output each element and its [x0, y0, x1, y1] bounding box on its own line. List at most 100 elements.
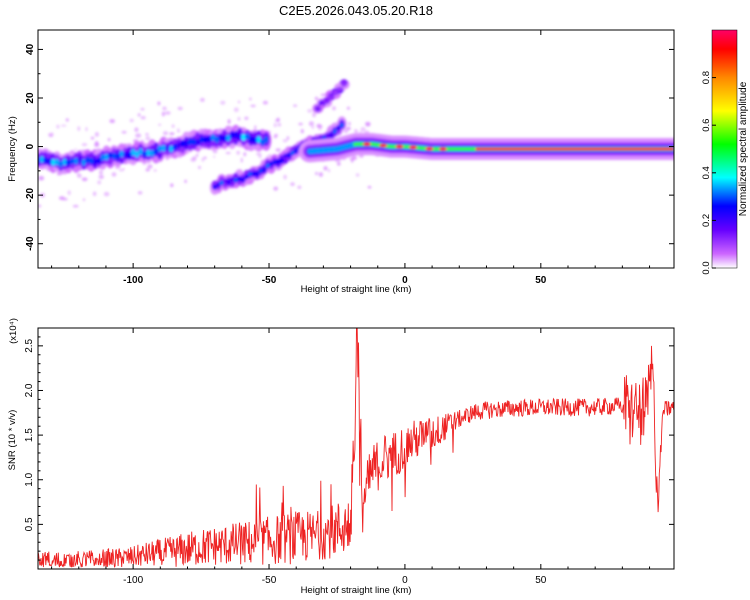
speckle-dot [244, 116, 249, 121]
speckle-dot [314, 171, 319, 176]
spectrogram-main-trace [38, 124, 272, 175]
trace-core [230, 176, 235, 182]
trace-core [279, 158, 284, 164]
trace-core [111, 152, 117, 160]
speckle-dot [145, 136, 151, 141]
trace-core [226, 179, 231, 185]
trace-core [39, 155, 44, 164]
trace-core [237, 132, 242, 141]
speckle-dot [316, 123, 322, 128]
snr-frame [37, 327, 675, 570]
speckle-dot [158, 123, 162, 126]
speckle-dot [142, 162, 147, 166]
speckle-dot [213, 155, 216, 158]
speckle-dot [134, 127, 139, 132]
speckle-dot [92, 191, 97, 197]
trace-core [265, 163, 270, 169]
trace-core [51, 158, 56, 166]
speckle-dot [129, 118, 134, 123]
x-tick-label: -50 [262, 575, 277, 586]
colorbar-tick-label: 0.0 [701, 261, 712, 274]
speckle-dot [308, 121, 314, 127]
trace-core [92, 158, 98, 166]
trace-core [123, 151, 128, 159]
speckle-dot [197, 151, 200, 154]
speckle-dot [240, 157, 243, 163]
speckle-dot [77, 126, 81, 131]
trace-core [119, 150, 124, 158]
speckle-dot [273, 123, 277, 128]
trace-core [212, 184, 217, 190]
trace-core [188, 138, 193, 146]
speckle-dot [81, 143, 88, 147]
snr-panel: -100 -50 0 50 0.5 1.0 1.5 2.0 2.5 (x10⁴) Height… [7, 318, 675, 596]
speckle-dot [157, 101, 161, 106]
snr-x-axis: -100 -50 0 50 [51, 328, 651, 586]
trace-core [165, 144, 170, 152]
trace-core [290, 150, 295, 156]
speckle-dot [97, 180, 102, 185]
trace-core [237, 176, 242, 182]
speckle-dot [162, 131, 169, 136]
trace-core [252, 136, 258, 144]
trace-core [258, 168, 263, 174]
trace-core [108, 151, 113, 159]
trace-core [233, 177, 238, 183]
speckle-dot [273, 186, 279, 191]
trace-core [214, 136, 219, 144]
colorbar-tick-label: 0.2 [701, 214, 712, 227]
spectrogram-frame [37, 29, 675, 269]
trace-core [207, 135, 212, 143]
trace-core [241, 133, 246, 141]
snr-y-axis: 0.5 1.0 1.5 2.0 2.5 [24, 336, 674, 561]
speckle-dot [147, 164, 153, 168]
trace-core [195, 138, 200, 146]
speckle-dot [103, 191, 110, 197]
speckle-dot [238, 100, 240, 104]
speckle-dot [94, 141, 99, 147]
y-tick-label: 1.5 [24, 428, 35, 442]
y-tick-label: 40 [25, 43, 36, 55]
trace-core [283, 153, 288, 159]
speckle-dot [327, 168, 331, 173]
trace-core [219, 180, 224, 186]
zero-line-hotspot [439, 147, 447, 151]
colorbar-frame [711, 29, 738, 269]
trace-core [293, 148, 298, 154]
speckle-dot [65, 118, 69, 122]
speckle-dot [98, 175, 105, 179]
trace-core [184, 139, 189, 148]
speckle-dot [140, 108, 145, 111]
trace-core [337, 87, 343, 91]
speckle-dot [307, 109, 313, 113]
trace-core [199, 136, 204, 144]
trace-core [222, 134, 227, 142]
speckle-dot [243, 152, 247, 157]
spectrogram-heatmap [38, 79, 674, 208]
trace-core [146, 149, 151, 157]
trace-core [324, 98, 330, 102]
trace-core [332, 128, 337, 134]
y-tick-label: 1.0 [24, 472, 35, 486]
speckle-dot [227, 119, 231, 124]
speckle-dot [258, 155, 262, 158]
speckle-dot [177, 128, 180, 133]
trace-core [54, 158, 60, 166]
trace-core [286, 152, 291, 158]
speckle-dot [269, 130, 272, 133]
x-tick-label: -50 [262, 275, 277, 286]
y-tick-label: 0.5 [24, 517, 35, 531]
speckle-dot [237, 116, 241, 121]
trace-core [240, 177, 245, 183]
trace-core [276, 159, 281, 165]
colorbar-label: Normalized spectral amplitude [738, 81, 749, 216]
speckle-dot [348, 121, 351, 126]
speckle-dot [268, 154, 272, 159]
trace-core [172, 143, 178, 151]
x-tick-label: 0 [402, 575, 408, 586]
trace-core [233, 131, 239, 139]
snr-y-label: SNR (10 * v/v) [7, 410, 18, 471]
trace-core [47, 157, 52, 166]
trace-core [203, 136, 208, 144]
trace-core [262, 167, 267, 173]
